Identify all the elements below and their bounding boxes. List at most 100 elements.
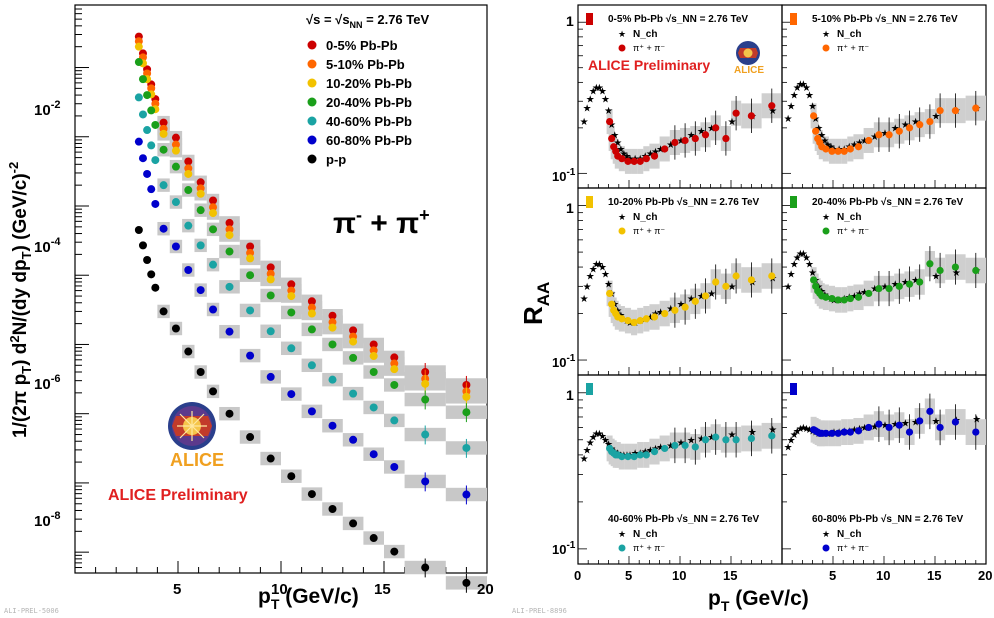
raa-nch-star: ★ [823, 140, 832, 151]
raa-legend-nch-label: N_ch [837, 212, 861, 223]
point-40-60-pb-pb [143, 126, 152, 135]
right-xtick-label-left-0: 0 [574, 568, 581, 583]
point-5-10-pb-pb [307, 303, 316, 312]
raa-nch-star: ★ [768, 106, 777, 117]
point-10-20-pb-pb [369, 352, 378, 361]
left-data-points [134, 32, 471, 593]
point-60-80-pb-pb [328, 421, 337, 430]
raa-nch-star: ★ [808, 268, 817, 279]
right-xtick-labels: 0 5 5 10 10 15 15 20 [574, 568, 992, 583]
right-ytick-label-0.1-top: 10-1 [552, 167, 576, 184]
legend-label-0-5-pb-pb: 0-5% Pb-Pb [326, 38, 398, 53]
raa-pion-point [618, 453, 626, 461]
raa-nch-star: ★ [870, 132, 879, 143]
point-0-5-pb-pb [349, 326, 358, 335]
raa-nch-star: ★ [580, 294, 589, 305]
raa-legend-pion-marker [822, 544, 830, 552]
raa-nch-star: ★ [811, 114, 820, 125]
raa-nch-star: ★ [651, 147, 660, 158]
point-60-80-pb-pb [143, 169, 152, 178]
point-p-p [159, 307, 168, 316]
raa-nch-star: ★ [646, 445, 655, 456]
point-60-80-pb-pb [159, 224, 168, 233]
raa-legend-nch-star: ★ [822, 529, 830, 539]
raa-pion-point [895, 282, 903, 290]
left-systematic-boxes [157, 115, 487, 590]
left-ytick-label-1e-4: 10-4 [34, 236, 61, 256]
raa-nch-star: ★ [589, 433, 598, 444]
raa-nch-star: ★ [728, 430, 737, 441]
raa-panel-frame [577, 374, 783, 565]
raa-nch-star: ★ [583, 282, 592, 293]
raa-nch-star: ★ [748, 428, 757, 439]
legend-label-40-60-pb-pb: 40-60% Pb-Pb [326, 114, 412, 129]
raa-nch-star: ★ [697, 434, 706, 445]
legend-label-60-80-pb-pb: 60-80% Pb-Pb [326, 133, 412, 148]
right-watermark: ALI-PREL-8896 [512, 607, 567, 615]
left-xtick-label-5: 5 [173, 581, 181, 598]
raa-pion-point [722, 436, 730, 444]
raa-nch-star: ★ [687, 130, 696, 141]
raa-pion-point [630, 318, 638, 327]
left-xtick-label-10: 10 [271, 581, 288, 598]
raa-nch-star: ★ [580, 117, 589, 128]
point-60-80-pb-pb [390, 462, 399, 471]
raa-pion-point [885, 131, 893, 139]
point-20-40-pb-pb [307, 325, 316, 334]
raa-pion-point [840, 428, 848, 436]
raa-pion-point [618, 315, 626, 323]
raa-nch-star: ★ [598, 263, 607, 274]
raa-nch-star: ★ [595, 259, 604, 270]
point-20-40-pb-pb [171, 162, 180, 171]
raa-pion-point [608, 134, 616, 143]
raa-pion-point [747, 112, 756, 120]
left-xtick-labels: 5 10 15 20 [173, 581, 494, 598]
raa-panel-title: 40-60% Pb-Pb √s_NN = 2.76 TeV [608, 514, 760, 525]
raa-nch-star: ★ [850, 291, 859, 302]
left-axis-ticks [75, 4, 488, 574]
point-p-p [134, 226, 143, 235]
right-xtick-label-left-10: 10 [672, 568, 686, 583]
point-0-5-pb-pb [390, 353, 399, 362]
left-ytick-label-1e-6: 10-6 [34, 373, 60, 393]
raa-nch-star: ★ [881, 282, 890, 293]
legend-marker-60-80-pb-pb [307, 135, 317, 145]
point-60-80-pb-pb [246, 351, 255, 360]
raa-panel-frame [781, 374, 987, 565]
raa-pion-point [905, 428, 914, 436]
raa-nch-star: ★ [870, 422, 879, 433]
raa-pion-point [768, 272, 776, 280]
raa-pion-point [865, 289, 873, 298]
raa-nch-star: ★ [583, 104, 592, 115]
particle-label: π- + π+ [333, 205, 430, 240]
raa-legend-pion-label: π⁺ + π⁻ [837, 43, 869, 53]
point-40-60-pb-pb [246, 306, 255, 315]
raa-nch-star: ★ [860, 423, 869, 434]
alice-logo-small-text: ALICE [734, 65, 764, 76]
right-ytick-label-1-mid: 1 [566, 200, 574, 216]
point-60-80-pb-pb [196, 286, 205, 295]
point-40-60-pb-pb [184, 221, 193, 230]
point-20-40-pb-pb [209, 225, 218, 234]
left-spectra-chart: 10-2 10-4 10-6 10-8 5 10 15 20 pT (GeV/c) 1… [4, 4, 494, 615]
raa-panel-5-10: ★★★★★★★★★★★★★★★★★★★★★★★★★★★★★★5-10% Pb-P… [781, 4, 987, 189]
raa-pion-point [926, 118, 934, 126]
raa-pion-point [951, 418, 960, 426]
raa-nch-star: ★ [820, 136, 829, 147]
raa-nch-star: ★ [697, 127, 706, 138]
legend-marker-5-10-pb-pb [307, 59, 317, 69]
raa-pion-point [768, 432, 776, 440]
raa-pion-point [661, 309, 669, 318]
point-40-60-pb-pb [151, 156, 160, 165]
raa-pion-point [951, 263, 960, 271]
raa-panel-color-key [586, 383, 593, 395]
point-10-20-pb-pb [266, 275, 275, 284]
raa-pion-point [972, 428, 980, 436]
raa-pion-point [885, 285, 893, 293]
raa-pion-point [681, 136, 689, 145]
raa-pion-point [834, 296, 842, 304]
raa-pion-point [722, 282, 730, 290]
raa-pion-point [624, 453, 632, 461]
legend-marker-0-5-pb-pb [307, 40, 317, 50]
point-10-20-pb-pb [287, 292, 296, 301]
